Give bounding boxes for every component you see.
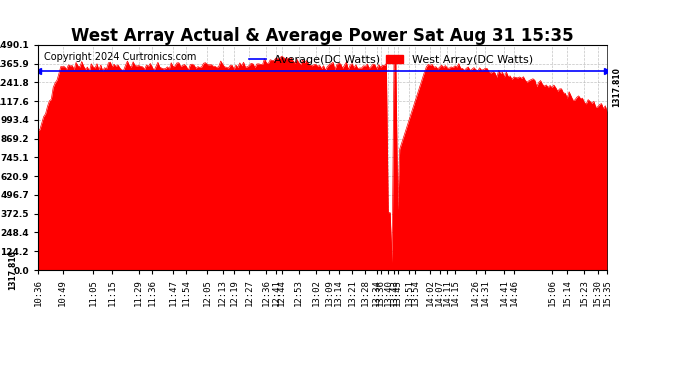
Legend: Average(DC Watts), West Array(DC Watts): Average(DC Watts), West Array(DC Watts)	[244, 51, 538, 69]
Text: Copyright 2024 Curtronics.com: Copyright 2024 Curtronics.com	[43, 52, 196, 62]
Title: West Array Actual & Average Power Sat Aug 31 15:35: West Array Actual & Average Power Sat Au…	[71, 27, 574, 45]
Text: 1317.810: 1317.810	[8, 250, 17, 290]
